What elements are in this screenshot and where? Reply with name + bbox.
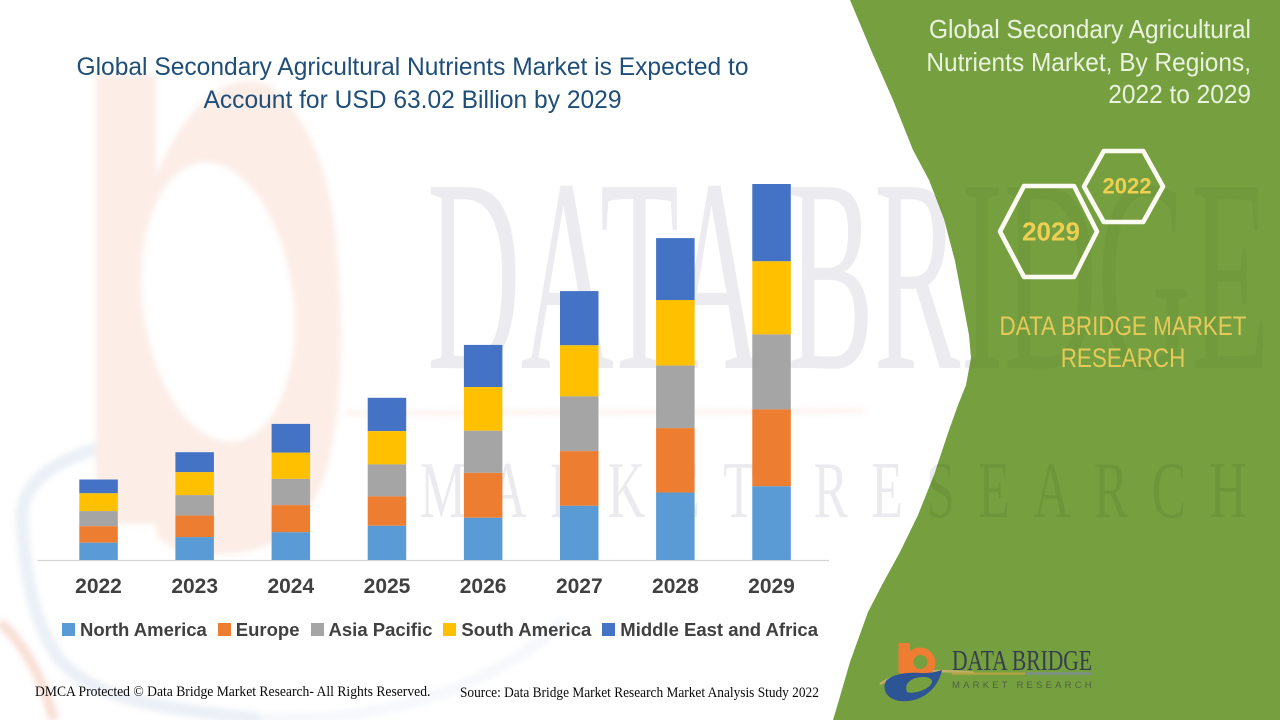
svg-text:2022: 2022 [1103, 174, 1152, 199]
svg-text:2029: 2029 [1022, 217, 1080, 247]
svg-text:DATA BRIDGE: DATA BRIDGE [952, 646, 1092, 677]
svg-text:MARKET RESEARCH: MARKET RESEARCH [952, 680, 1095, 691]
